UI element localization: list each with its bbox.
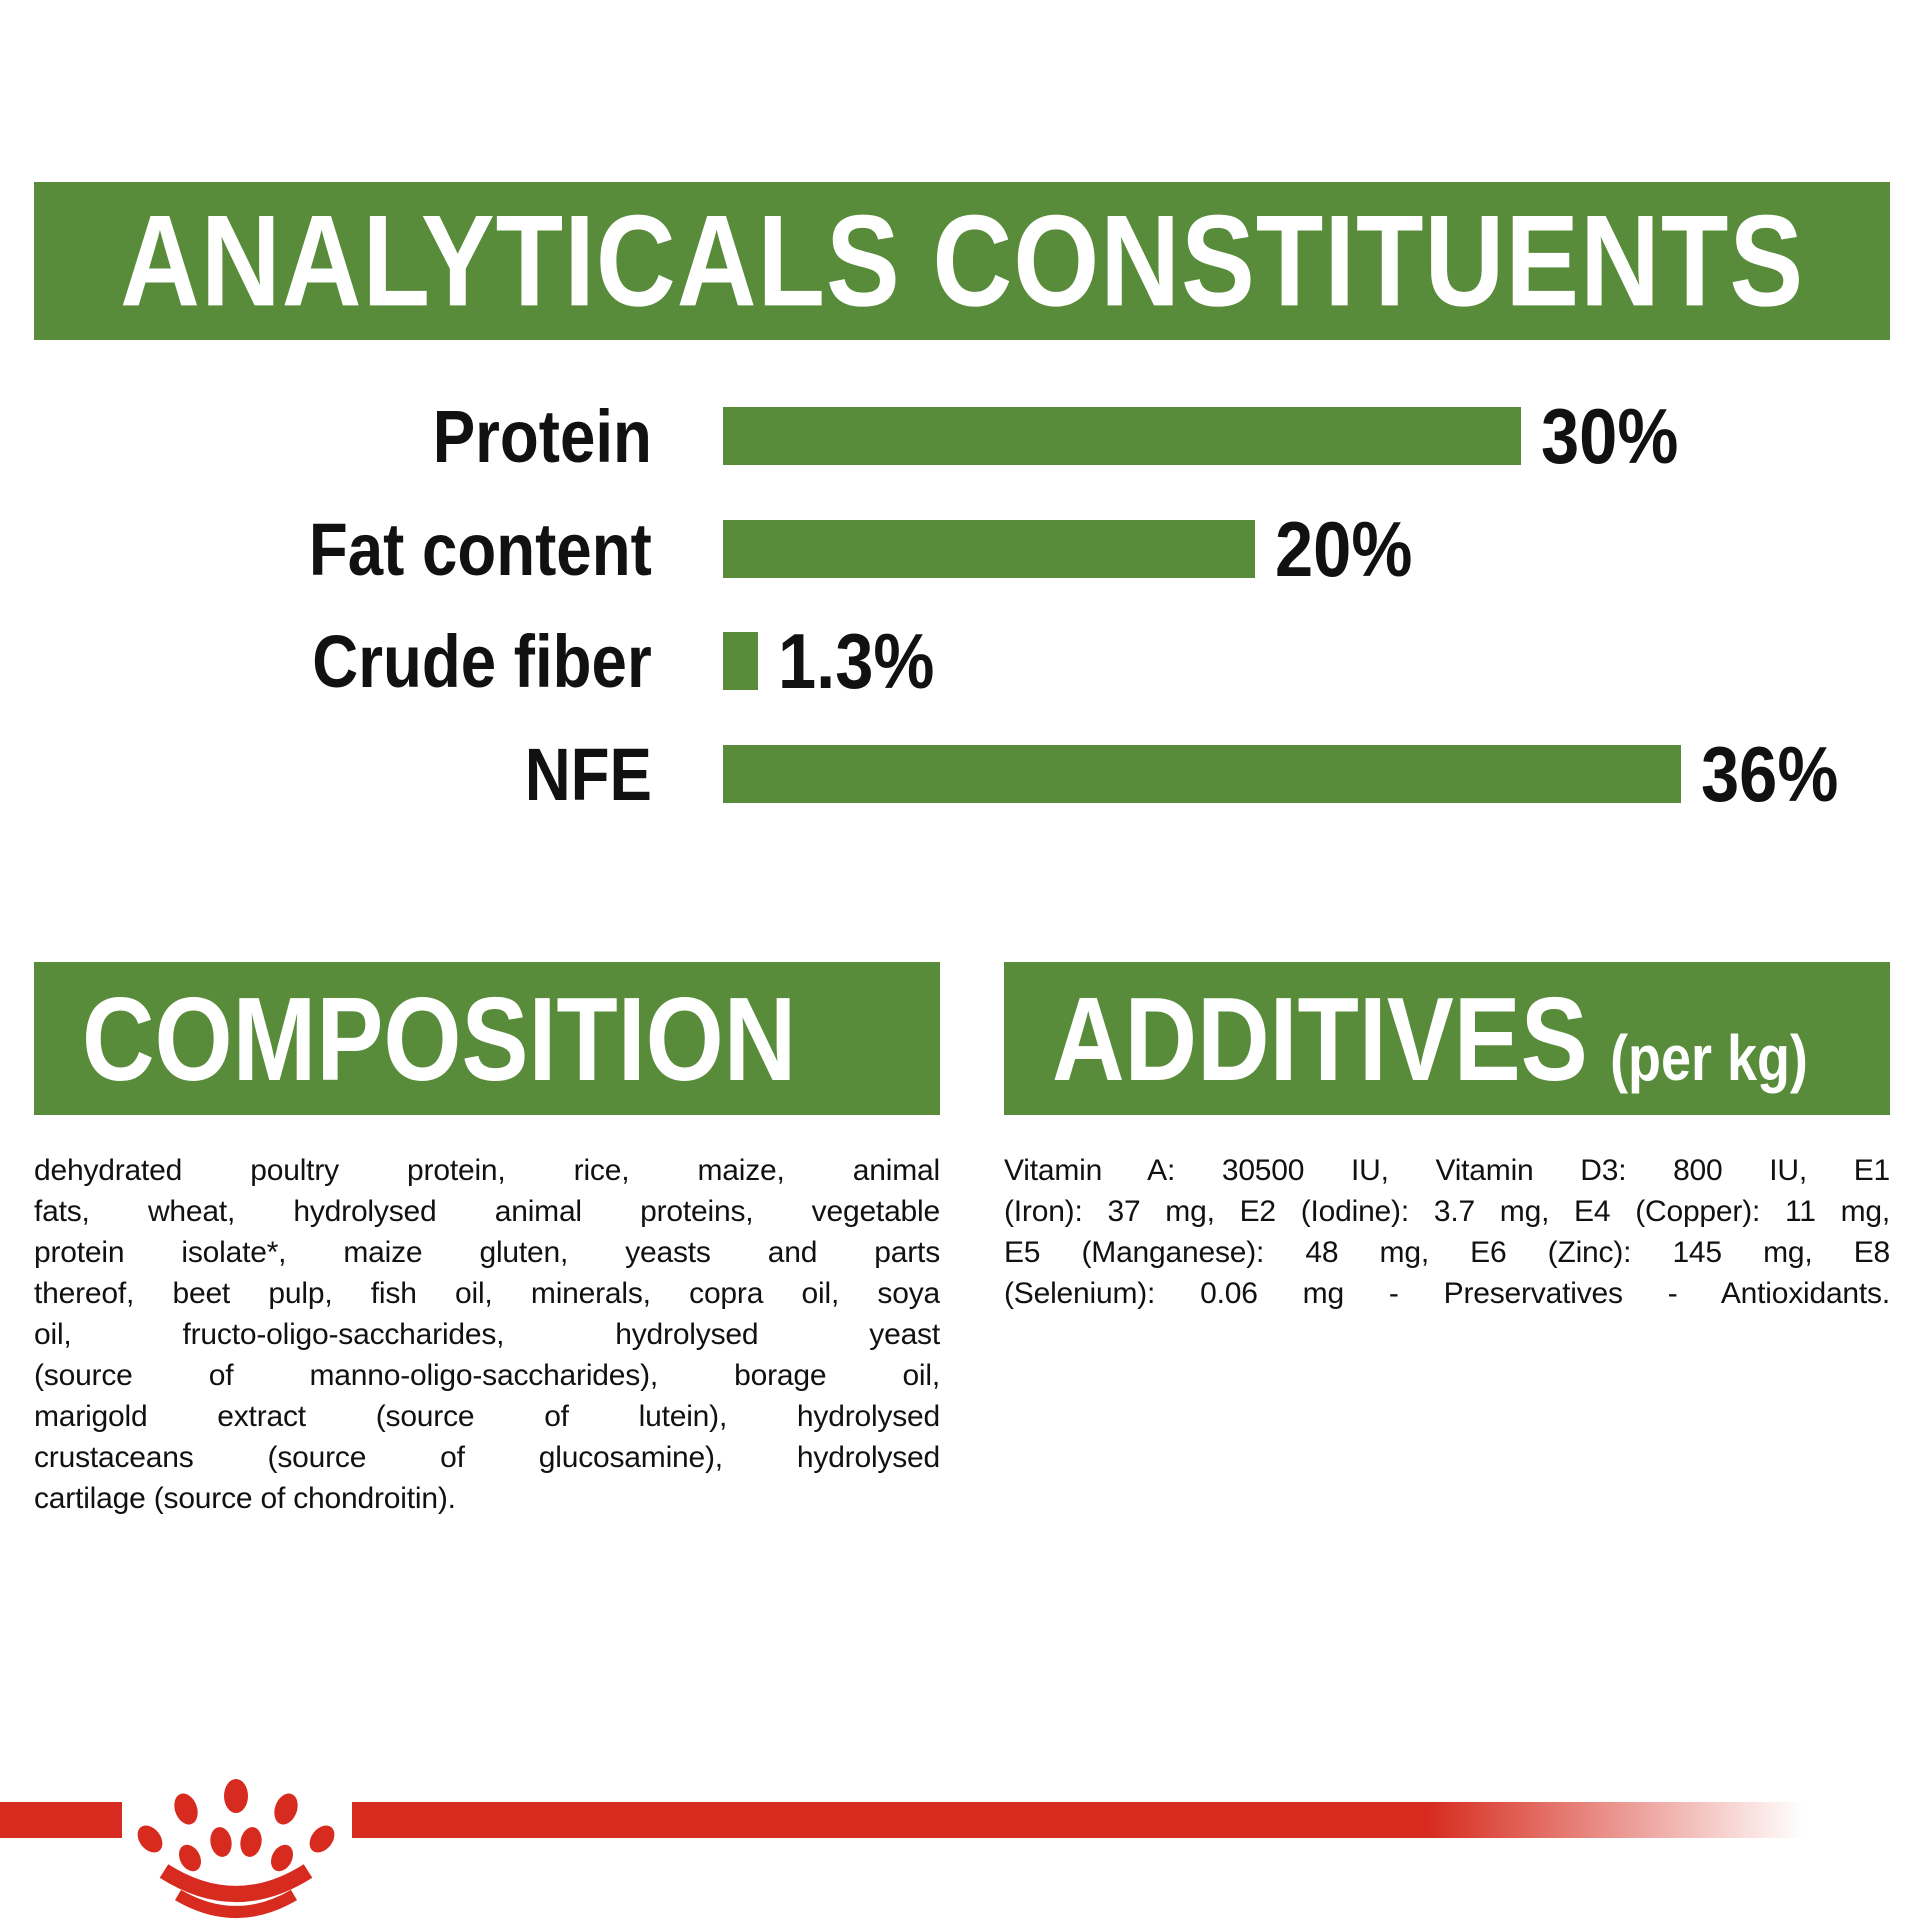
- text-line: cartilage (source of chondroitin).: [34, 1482, 456, 1515]
- additives-header: ADDITIVES (per kg): [1004, 962, 1890, 1115]
- text-line: marigold extract (source of lutein), hyd…: [34, 1400, 940, 1433]
- additives-text: Vitamin A: 30500 IU, Vitamin D3: 800 IU,…: [1004, 1150, 1890, 1314]
- text-line: protein isolate*, maize gluten, yeasts a…: [34, 1236, 940, 1269]
- text-line: crustaceans (source of glucosamine), hyd…: [34, 1441, 940, 1474]
- chart-row: NFE 36%: [0, 729, 1920, 818]
- bar: [723, 632, 758, 690]
- chart-row: Protein 30%: [0, 391, 1920, 480]
- text-line: dehydrated poultry protein, rice, maize,…: [34, 1154, 940, 1187]
- bar-value-label: 30%: [1541, 391, 1679, 480]
- bar-category-label: Crude fiber: [312, 619, 652, 703]
- additives-title: ADDITIVES (per kg): [1052, 971, 1808, 1106]
- bar-category-label: NFE: [524, 732, 652, 816]
- additives-title-suffix: (per kg): [1610, 1022, 1808, 1095]
- text-line: (Iron): 37 mg, E2 (Iodine): 3.7 mg, E4 (…: [1004, 1195, 1890, 1228]
- analytical-constituents-bar-chart: Protein 30% Fat content 20% Crude fiber …: [0, 0, 1920, 900]
- brand-stripe-right: [352, 1802, 1804, 1838]
- bar: [723, 520, 1255, 578]
- text-line: oil, fructo-oligo-saccharides, hydrolyse…: [34, 1318, 940, 1351]
- bar-category-label: Protein: [432, 394, 652, 478]
- brand-stripe-left: [0, 1802, 122, 1838]
- bar-value-label: 20%: [1275, 504, 1413, 593]
- royal-canin-crown-logo: [137, 1779, 335, 1918]
- chart-row: Crude fiber 1.3%: [0, 616, 1920, 705]
- analyticals-title: ANALYTICALS CONSTITUENTS: [119, 188, 1805, 334]
- text-line: Vitamin A: 30500 IU, Vitamin D3: 800 IU,…: [1004, 1154, 1890, 1187]
- text-line: fats, wheat, hydrolysed animal proteins,…: [34, 1195, 940, 1228]
- chart-row: Fat content 20%: [0, 504, 1920, 593]
- analyticals-header: ANALYTICALS CONSTITUENTS: [34, 182, 1890, 340]
- text-line: thereof, beet pulp, fish oil, minerals, …: [34, 1277, 940, 1310]
- bar-category-label: Fat content: [309, 507, 652, 591]
- bar-value-label: 1.3%: [777, 616, 935, 705]
- composition-text: dehydrated poultry protein, rice, maize,…: [34, 1150, 940, 1519]
- text-line: (Selenium): 0.06 mg - Preservatives - An…: [1004, 1277, 1890, 1310]
- text-line: E5 (Manganese): 48 mg, E6 (Zinc): 145 mg…: [1004, 1236, 1890, 1269]
- text-line: (source of manno-oligo-saccharides), bor…: [34, 1359, 940, 1392]
- bar-value-label: 36%: [1700, 729, 1838, 818]
- composition-header: COMPOSITION: [34, 962, 940, 1115]
- bar: [723, 407, 1521, 465]
- bar: [723, 745, 1681, 803]
- composition-title: COMPOSITION: [82, 971, 797, 1106]
